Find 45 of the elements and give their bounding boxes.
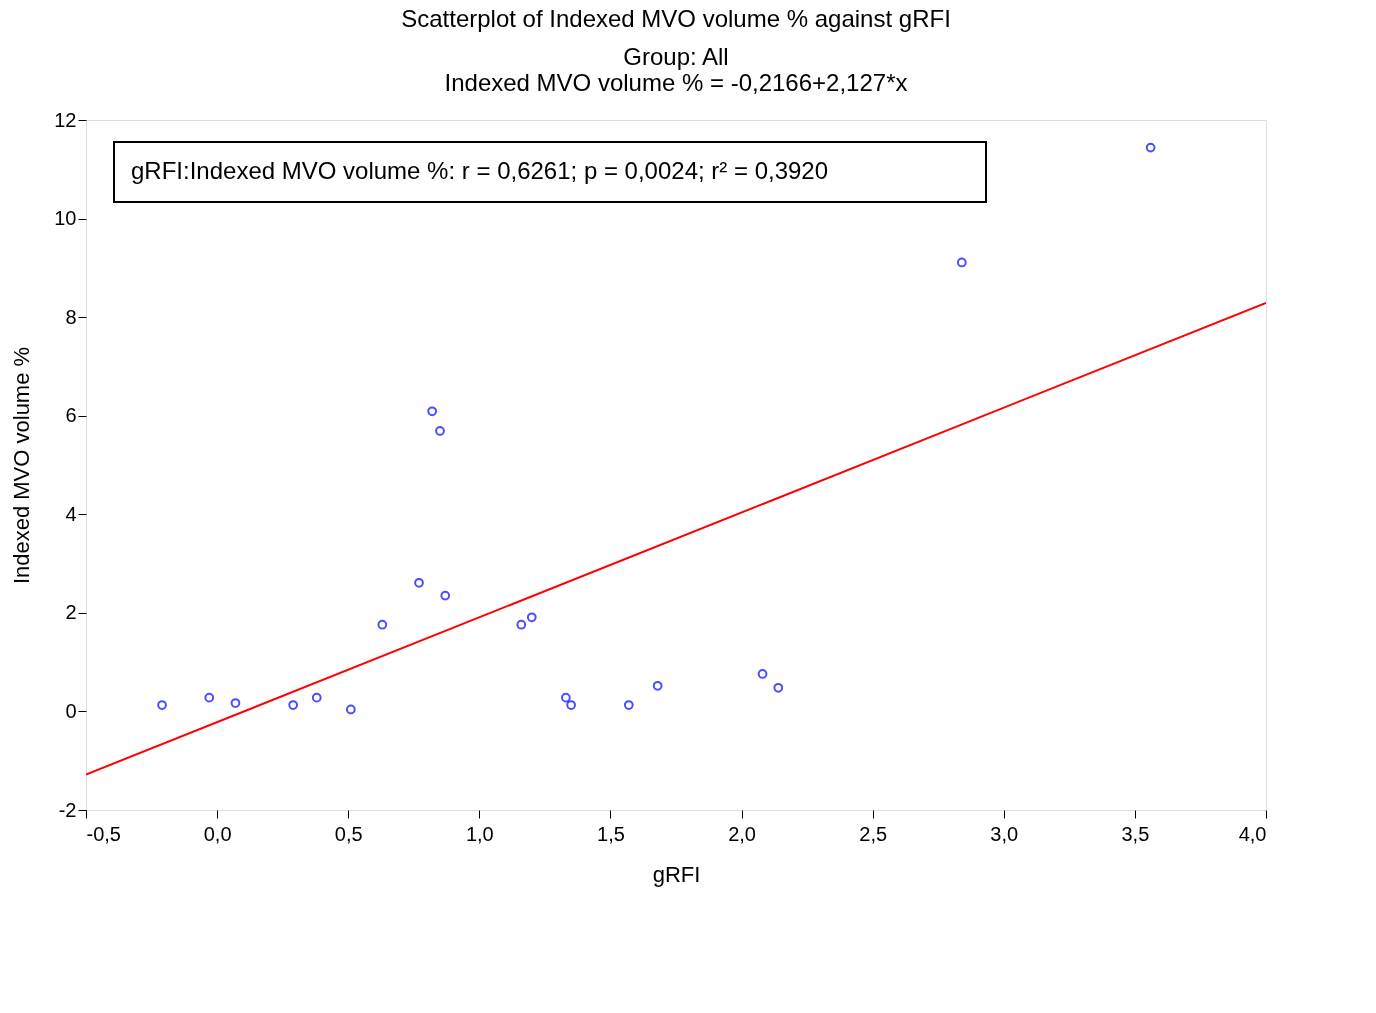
point bbox=[230, 698, 241, 708]
annotation: gRFI:Indexed MVO volume %: r = 0,6261; p = 0,0024; r² = 0,3920 bbox=[131, 157, 829, 184]
y-tick-label: 4 bbox=[65, 502, 77, 525]
point bbox=[526, 612, 537, 623]
x-tick-label: 0,5 bbox=[334, 822, 363, 845]
x-tick-label: 4,0 bbox=[1238, 822, 1267, 845]
x-tick-label: 3,5 bbox=[1121, 822, 1150, 845]
point bbox=[377, 619, 388, 630]
y-axis-title: Indexed MVO volume % bbox=[9, 346, 35, 585]
point bbox=[652, 680, 663, 691]
point bbox=[757, 669, 768, 679]
y-tick-label: -2 bbox=[58, 798, 77, 821]
point bbox=[311, 692, 322, 703]
y-tick-label: 10 bbox=[54, 207, 77, 230]
point bbox=[440, 590, 451, 601]
point bbox=[956, 257, 967, 268]
y-tick-label: 0 bbox=[65, 699, 77, 722]
text: Indexed MVO volume % = -0,2166+2,127*x bbox=[444, 69, 908, 96]
chart-subtitle: Group: All bbox=[623, 43, 729, 70]
point bbox=[516, 619, 527, 630]
point bbox=[566, 700, 576, 710]
point bbox=[414, 577, 424, 588]
x-tick-label: 2,0 bbox=[728, 822, 756, 845]
point bbox=[560, 692, 571, 703]
x-tick-label: -0,5 bbox=[86, 822, 121, 845]
x-tick-label: 1,5 bbox=[597, 822, 625, 845]
x-tick-label: 2,5 bbox=[859, 822, 888, 845]
point bbox=[623, 700, 634, 710]
point bbox=[204, 692, 215, 703]
y-tick-label: 2 bbox=[65, 601, 77, 624]
y-tick-label: 6 bbox=[65, 404, 77, 427]
point bbox=[157, 700, 167, 710]
point bbox=[288, 700, 299, 710]
x-tick-label: 3,0 bbox=[990, 822, 1019, 845]
x-axis-title: gRFI bbox=[652, 861, 701, 887]
chart-title: Scatterplot of Indexed MVO volume % against gRFI bbox=[401, 5, 951, 32]
y-tick-label: 8 bbox=[65, 305, 77, 328]
point bbox=[435, 426, 445, 436]
point bbox=[427, 406, 438, 417]
x-tick-label: 0,0 bbox=[203, 822, 232, 845]
x-tick-label: 1,0 bbox=[465, 822, 494, 845]
point bbox=[1145, 142, 1156, 153]
point bbox=[773, 682, 784, 693]
y-tick-label: 12 bbox=[54, 108, 77, 131]
point bbox=[345, 704, 356, 715]
